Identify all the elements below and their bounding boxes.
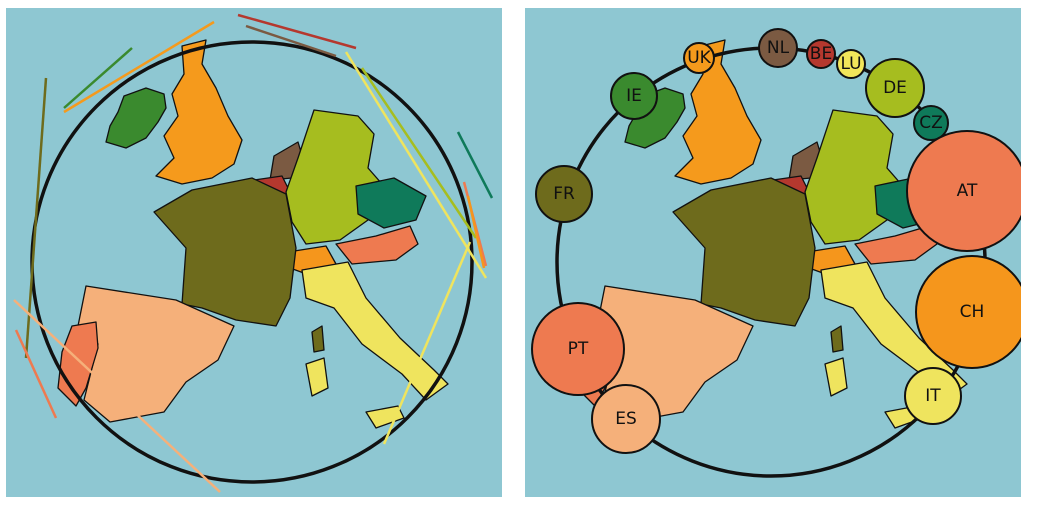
- arc-bracket: [237, 13, 357, 50]
- bubble-ie: IE: [610, 72, 658, 120]
- arc-bracket: [360, 67, 478, 239]
- arc-bracket: [14, 329, 58, 419]
- country-czechia: [355, 177, 427, 229]
- bubble-circle: [683, 42, 715, 74]
- arc-bracket: [13, 299, 221, 493]
- bubble-circle: [610, 72, 658, 120]
- country-sardinia: [305, 357, 329, 397]
- country-germany: [285, 109, 383, 245]
- country-shapes: [57, 39, 449, 429]
- bubble-at: AT: [906, 130, 1021, 252]
- bubble-lu: LU: [836, 49, 866, 79]
- map-panel-bubbles: UK NL BE LU IE DE CZ FR AT CH PT IT ES: [525, 8, 1021, 497]
- bubble-be: BE: [806, 39, 836, 69]
- bubble-circle: [904, 367, 962, 425]
- arc-bracket: [456, 131, 494, 199]
- bubble-circle: [913, 105, 949, 141]
- bubble-circle: [806, 39, 836, 69]
- bubble-circle: [758, 28, 798, 68]
- bubble-circle: [535, 165, 593, 223]
- country-austria: [335, 225, 419, 265]
- bubble-uk: UK: [683, 42, 715, 74]
- bubble-label: FR: [553, 184, 575, 204]
- bubble-nl: NL: [758, 28, 798, 68]
- country-corsica: [830, 325, 844, 353]
- map-svg-arcs: [13, 13, 494, 493]
- bubble-label: DE: [883, 78, 907, 98]
- arc-brackets: [13, 13, 494, 493]
- bubble-es: ES: [591, 384, 661, 454]
- bubble-circle: [591, 384, 661, 454]
- bubble-circle: [915, 255, 1021, 369]
- bubble-ch: CH: [915, 255, 1021, 369]
- country-uk: [155, 39, 243, 185]
- country-germany: [804, 109, 902, 245]
- country-ireland: [624, 87, 686, 149]
- arc-bracket: [63, 20, 215, 114]
- bubble-label: BE: [810, 44, 832, 64]
- bubble-circle: [865, 58, 925, 118]
- country-corsica: [311, 325, 325, 353]
- bubble-label: UK: [687, 48, 711, 68]
- bubble-it: IT: [904, 367, 962, 425]
- bubble-de: DE: [865, 58, 925, 118]
- map-panel-arcs: [6, 8, 502, 497]
- country-france: [672, 177, 816, 327]
- country-italy: [301, 261, 449, 401]
- country-ireland: [105, 87, 167, 149]
- country-sicily: [365, 405, 405, 429]
- map-svg-bubbles: UK NL BE LU IE DE CZ FR AT CH PT IT ES: [531, 28, 1021, 478]
- bubble-label: CZ: [919, 113, 943, 133]
- bubble-label: CH: [960, 302, 985, 322]
- country-france: [153, 177, 297, 327]
- arc-bracket: [382, 241, 472, 445]
- bubble-circle: [906, 130, 1021, 252]
- country-uk: [674, 39, 762, 185]
- bubble-label: NL: [767, 38, 790, 58]
- country-sardinia: [824, 357, 848, 397]
- bubble-fr: FR: [535, 165, 593, 223]
- bubble-label: LU: [840, 54, 861, 74]
- bubble-circle: [531, 302, 625, 396]
- arc-bracket: [63, 47, 133, 109]
- bubble-label: AT: [957, 181, 978, 201]
- bubble-label: ES: [615, 409, 637, 429]
- bubble-pt: PT: [531, 302, 625, 396]
- arc-bracket: [466, 195, 486, 269]
- country-bubbles: UK NL BE LU IE DE CZ FR AT CH PT IT ES: [531, 28, 1021, 454]
- bubble-label: IE: [626, 86, 642, 106]
- arc-bracket: [245, 24, 337, 58]
- bubble-circle: [836, 49, 866, 79]
- bubble-cz: CZ: [913, 105, 949, 141]
- arc-bracket: [344, 51, 488, 279]
- bubble-label: IT: [925, 386, 941, 406]
- arc-bracket: [24, 77, 48, 359]
- bubble-label: PT: [568, 339, 589, 359]
